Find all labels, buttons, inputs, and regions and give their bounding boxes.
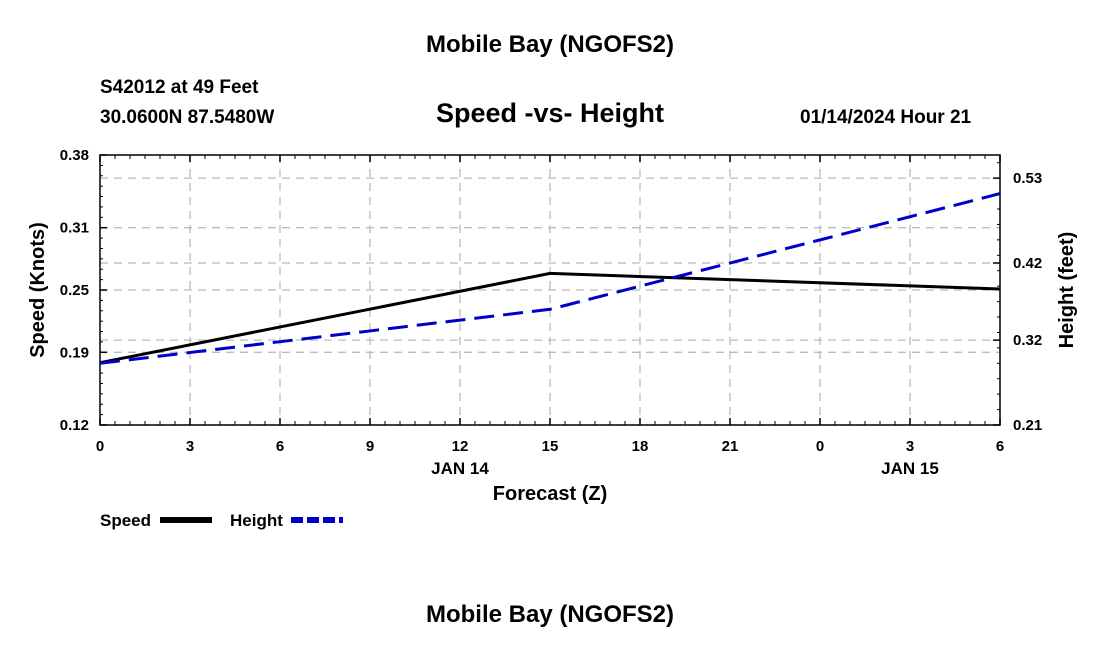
x-tick-label: 0 [816,438,824,455]
y2-tick-label: 0.32 [1013,332,1042,349]
y-tick-label: 0.38 [60,147,89,164]
legend-height-label: Height [230,511,283,530]
y-tick-label: 0.19 [60,344,89,361]
series-lines [99,192,1001,365]
y2-tick-label: 0.42 [1013,255,1042,272]
forecast-datetime: 01/14/2024 Hour 21 [800,107,972,128]
y2-tick-label: 0.21 [1013,417,1042,434]
x-tick-label: 21 [722,438,739,455]
axis-labels: 0 3 6 9 12 15 18 21 0 3 6 JAN 14 JAN 15 Forecast (Z) 0… [27,147,1078,505]
y-tick-label: 0.12 [60,417,89,434]
y-axis-title: Speed (Knots) [27,222,49,358]
x-tick-label: 3 [186,438,194,455]
legend-speed-label: Speed [100,511,151,530]
y-tick-label: 0.31 [60,220,89,237]
plot-frame [99,154,1001,426]
footer-title: Mobile Bay (NGOFS2) [425,601,675,628]
y2-tick-label: 0.53 [1013,170,1042,187]
chart-legend: Speed Height [100,511,343,530]
x-tick-label: 3 [906,438,914,455]
x-axis-title: Forecast (Z) [493,483,607,505]
speed-series-line [99,271,1001,365]
y2-axis-title: Height (feet) [1056,232,1078,349]
x-tick-label: 6 [276,438,284,455]
chart-subtitle: Speed -vs- Height [435,98,665,128]
x-tick-label: 6 [996,438,1004,455]
station-coordinates: 30.0600N 87.5480W [100,107,275,128]
date-label: JAN 14 [431,459,489,478]
x-tick-label: 18 [632,438,649,455]
station-label: S42012 at 49 Feet [100,77,259,98]
x-tick-label: 15 [542,438,559,455]
x-tick-label: 0 [96,438,104,455]
grid-lines [100,155,1000,426]
y-tick-label: 0.25 [60,282,89,299]
date-label: JAN 15 [881,459,939,478]
page-title: Mobile Bay (NGOFS2) [425,31,675,58]
x-tick-label: 9 [366,438,374,455]
x-tick-label: 12 [452,438,469,455]
height-series-line [99,192,1001,365]
